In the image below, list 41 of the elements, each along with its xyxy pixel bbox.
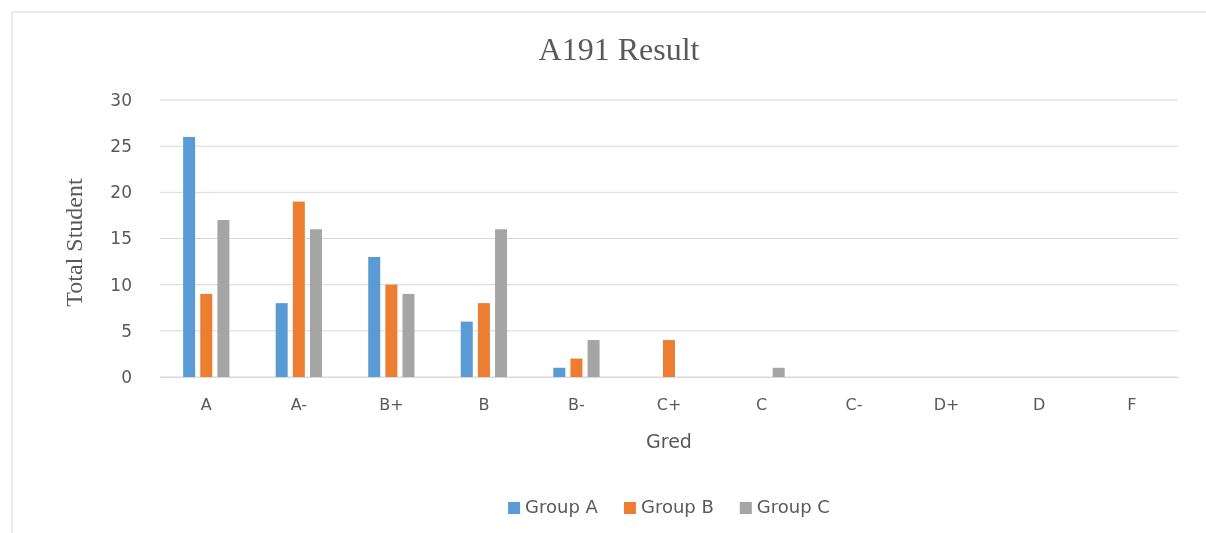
bar xyxy=(217,220,230,377)
x-tick-label: A xyxy=(200,395,212,415)
legend-label: Group C xyxy=(756,496,830,517)
x-tick-label: B+ xyxy=(379,395,404,415)
bar xyxy=(570,358,583,377)
chart-title: A191 Result xyxy=(538,31,700,67)
y-tick-label: 0 xyxy=(121,366,132,387)
y-tick-label: 30 xyxy=(110,89,132,110)
x-tick-label: C xyxy=(755,395,768,415)
x-tick-label: D xyxy=(1033,395,1046,415)
x-tick-label: A- xyxy=(290,395,308,415)
y-tick-label: 10 xyxy=(110,274,132,295)
x-tick-label: C- xyxy=(845,395,863,415)
bar xyxy=(183,136,196,377)
x-tick-label: B- xyxy=(568,395,585,415)
x-tick-label: C+ xyxy=(656,395,682,415)
bar xyxy=(553,367,566,377)
bar xyxy=(477,303,490,377)
bar xyxy=(309,229,322,377)
bar xyxy=(663,340,675,377)
y-tick-label: 20 xyxy=(110,182,132,203)
y-tick-label: 5 xyxy=(121,320,132,341)
x-tick-label: F xyxy=(1127,395,1137,415)
x-tick-label: D+ xyxy=(933,395,960,415)
bar xyxy=(587,340,600,377)
bar xyxy=(460,321,473,377)
bar xyxy=(275,303,288,377)
bar xyxy=(368,256,381,377)
bar xyxy=(385,284,398,377)
bar xyxy=(495,229,508,377)
y-tick-label: 15 xyxy=(110,228,132,249)
x-axis-title: Gred xyxy=(646,430,692,452)
bar xyxy=(292,201,305,377)
bar xyxy=(772,367,785,377)
legend-label: Group A xyxy=(525,496,599,517)
y-tick-label: 25 xyxy=(110,136,132,157)
x-tick-label: B xyxy=(478,395,490,415)
bar xyxy=(402,293,415,377)
legend-label: Group B xyxy=(640,496,714,517)
y-axis-title: Total Student xyxy=(61,178,87,307)
bar xyxy=(200,293,213,377)
